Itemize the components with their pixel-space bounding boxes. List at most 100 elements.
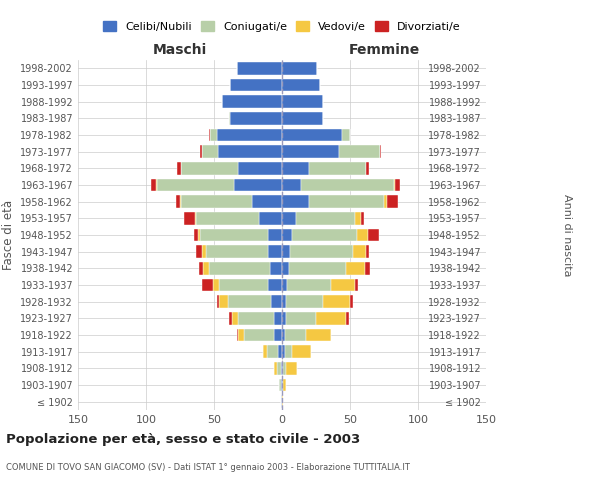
Bar bbox=[290, 246, 353, 258]
Bar bbox=[394, 179, 395, 192]
Bar bbox=[210, 129, 217, 141]
Bar bbox=[270, 262, 282, 274]
Bar bbox=[274, 329, 282, 341]
Bar bbox=[212, 279, 220, 291]
Bar bbox=[282, 229, 292, 241]
Bar bbox=[155, 179, 157, 192]
Bar bbox=[200, 229, 268, 241]
Bar bbox=[365, 262, 370, 274]
Bar bbox=[285, 329, 307, 341]
Bar bbox=[281, 396, 282, 408]
Bar bbox=[384, 196, 387, 208]
Bar bbox=[184, 212, 195, 224]
Bar bbox=[281, 379, 282, 391]
Bar bbox=[238, 162, 282, 174]
Bar bbox=[355, 279, 358, 291]
Bar bbox=[281, 362, 282, 374]
Bar bbox=[346, 262, 365, 274]
Bar bbox=[339, 146, 380, 158]
Bar bbox=[292, 229, 357, 241]
Bar bbox=[180, 196, 181, 208]
Bar bbox=[346, 312, 349, 324]
Y-axis label: Fasce di età: Fasce di età bbox=[2, 200, 15, 270]
Bar bbox=[309, 162, 367, 174]
Bar bbox=[292, 346, 311, 358]
Bar bbox=[181, 162, 238, 174]
Bar bbox=[350, 296, 353, 308]
Bar bbox=[157, 179, 235, 192]
Bar bbox=[220, 296, 227, 308]
Bar bbox=[238, 329, 244, 341]
Bar bbox=[357, 229, 368, 241]
Bar bbox=[199, 262, 203, 274]
Bar bbox=[259, 212, 282, 224]
Bar bbox=[271, 296, 282, 308]
Legend: Celibi/Nubili, Coniugati/e, Vedovi/e, Divorziati/e: Celibi/Nubili, Coniugati/e, Vedovi/e, Di… bbox=[99, 16, 465, 36]
Text: Popolazione per età, sesso e stato civile - 2003: Popolazione per età, sesso e stato civil… bbox=[6, 432, 360, 446]
Bar bbox=[176, 196, 180, 208]
Bar bbox=[282, 362, 283, 374]
Bar bbox=[235, 179, 282, 192]
Bar bbox=[282, 62, 317, 74]
Bar bbox=[196, 246, 202, 258]
Bar bbox=[279, 379, 281, 391]
Bar bbox=[197, 229, 200, 241]
Bar bbox=[209, 262, 270, 274]
Bar bbox=[285, 346, 292, 358]
Bar bbox=[286, 312, 316, 324]
Bar bbox=[222, 96, 282, 108]
Bar bbox=[203, 262, 209, 274]
Bar bbox=[227, 296, 271, 308]
Bar bbox=[202, 246, 206, 258]
Bar bbox=[287, 279, 331, 291]
Bar bbox=[282, 196, 309, 208]
Bar bbox=[286, 296, 323, 308]
Bar bbox=[380, 146, 381, 158]
Bar bbox=[323, 296, 350, 308]
Bar bbox=[282, 79, 320, 92]
Bar bbox=[282, 146, 339, 158]
Bar bbox=[238, 312, 274, 324]
Bar bbox=[218, 146, 282, 158]
Bar bbox=[282, 296, 286, 308]
Bar bbox=[217, 129, 282, 141]
Bar bbox=[217, 296, 220, 308]
Bar bbox=[282, 246, 290, 258]
Bar bbox=[331, 279, 355, 291]
Bar bbox=[194, 229, 197, 241]
Bar bbox=[282, 129, 342, 141]
Bar bbox=[282, 112, 323, 124]
Bar bbox=[196, 212, 259, 224]
Bar bbox=[230, 112, 282, 124]
Bar bbox=[342, 129, 350, 141]
Bar bbox=[268, 246, 282, 258]
Bar bbox=[282, 179, 301, 192]
Bar bbox=[202, 279, 212, 291]
Bar bbox=[220, 279, 268, 291]
Bar bbox=[387, 196, 398, 208]
Bar bbox=[353, 246, 367, 258]
Bar bbox=[274, 362, 277, 374]
Bar bbox=[229, 312, 232, 324]
Bar bbox=[316, 312, 346, 324]
Bar bbox=[195, 212, 196, 224]
Bar bbox=[282, 162, 309, 174]
Bar bbox=[355, 212, 361, 224]
Bar bbox=[283, 379, 286, 391]
Bar bbox=[282, 329, 285, 341]
Bar bbox=[395, 179, 400, 192]
Bar bbox=[282, 346, 285, 358]
Bar bbox=[282, 212, 296, 224]
Bar bbox=[151, 179, 155, 192]
Bar bbox=[202, 146, 218, 158]
Bar bbox=[268, 279, 282, 291]
Bar bbox=[277, 362, 281, 374]
Bar bbox=[367, 246, 369, 258]
Bar bbox=[267, 346, 278, 358]
Text: COMUNE DI TOVO SAN GIACOMO (SV) - Dati ISTAT 1° gennaio 2003 - Elaborazione TUTT: COMUNE DI TOVO SAN GIACOMO (SV) - Dati I… bbox=[6, 462, 410, 471]
Bar bbox=[206, 246, 268, 258]
Bar bbox=[263, 346, 267, 358]
Bar bbox=[282, 312, 286, 324]
Bar bbox=[368, 229, 379, 241]
Bar bbox=[367, 162, 369, 174]
